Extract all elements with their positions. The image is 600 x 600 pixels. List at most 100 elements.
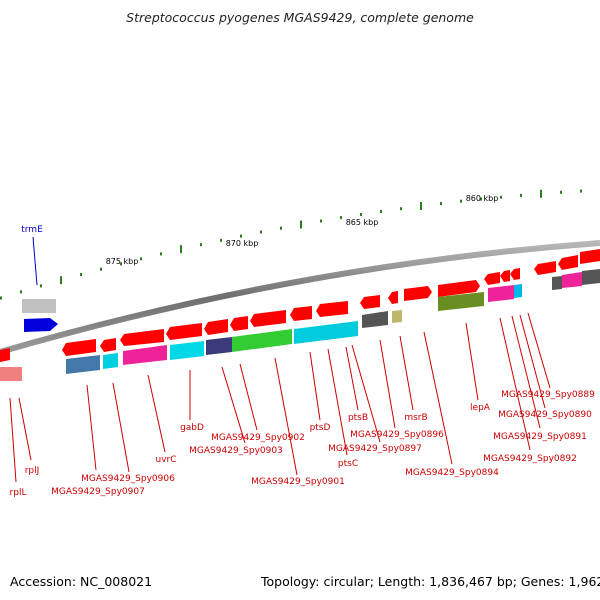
major-tick bbox=[420, 202, 422, 210]
feature-block bbox=[438, 292, 484, 311]
leader-line bbox=[9, 397, 17, 483]
kbp-label: 870 kbp bbox=[226, 239, 259, 248]
minor-tick bbox=[340, 216, 342, 220]
minor-tick bbox=[140, 257, 142, 261]
kbp-label: 875 kbp bbox=[106, 257, 139, 266]
leader-line bbox=[345, 346, 359, 411]
genome-summary-text: Topology: circular; Length: 1,836,467 bp… bbox=[261, 574, 600, 589]
minor-tick bbox=[580, 189, 582, 193]
gene-arrow bbox=[580, 249, 600, 264]
label-leaders bbox=[9, 236, 551, 483]
feature-block bbox=[66, 355, 100, 374]
major-tick bbox=[180, 245, 182, 254]
gene-label: ptsC bbox=[338, 459, 358, 469]
leader-line bbox=[519, 314, 546, 409]
leader-line bbox=[511, 315, 541, 429]
gene-label: gabD bbox=[180, 423, 204, 433]
gene-label: lepA bbox=[470, 403, 491, 413]
gene-arrow bbox=[250, 310, 286, 327]
genome-backbone bbox=[0, 240, 600, 355]
minor-tick bbox=[80, 273, 82, 277]
gene-arrow bbox=[484, 272, 500, 285]
gene-arrow bbox=[438, 280, 480, 297]
gene-arrow bbox=[230, 316, 248, 331]
leader-line bbox=[18, 397, 32, 461]
gene-arrow bbox=[388, 291, 398, 304]
leader-line bbox=[221, 366, 246, 444]
gene-arrow bbox=[62, 339, 96, 356]
feature-block bbox=[232, 329, 292, 352]
minor-tick bbox=[220, 238, 222, 242]
gene-label: MGAS9429_Spy0901 bbox=[251, 477, 345, 487]
minor-tick bbox=[240, 234, 242, 238]
major-tick bbox=[300, 220, 302, 229]
leader-line bbox=[327, 348, 348, 456]
kbp-label: 860 kbp bbox=[466, 194, 499, 203]
major-tick bbox=[60, 276, 62, 285]
leader-line bbox=[147, 374, 166, 453]
gene-arrow bbox=[500, 270, 510, 282]
gene-label: MGAS9429_Spy0906 bbox=[81, 474, 175, 484]
leader-line bbox=[239, 363, 258, 431]
gene-arrow bbox=[0, 348, 10, 362]
minor-tick bbox=[360, 213, 362, 216]
leader-line bbox=[499, 317, 531, 451]
minor-tick bbox=[120, 262, 122, 266]
gene-label: MGAS9429_Spy0902 bbox=[211, 433, 305, 443]
minor-tick bbox=[520, 193, 522, 197]
gene-arrow bbox=[404, 286, 432, 301]
gene-label: MGAS9429_Spy0891 bbox=[493, 432, 587, 442]
feature-block bbox=[0, 367, 22, 381]
gene-arrow bbox=[100, 338, 116, 352]
feature-block bbox=[552, 276, 562, 290]
gene-labels: trmE rplL rplJ MGAS9429_Spy0907 MGAS9429… bbox=[10, 225, 596, 498]
feature-block bbox=[123, 345, 167, 365]
gene-label: uvrC bbox=[155, 455, 176, 465]
leader-line bbox=[86, 384, 97, 471]
leader-line bbox=[379, 339, 396, 429]
gene-label: MGAS9429_Spy0897 bbox=[328, 444, 422, 454]
gene-arrow bbox=[24, 318, 58, 332]
minor-tick bbox=[100, 267, 102, 271]
kbp-labels: 860 kbp 865 kbp 870 kbp 875 kbp bbox=[106, 194, 499, 266]
gene-arrow bbox=[360, 295, 380, 309]
minor-tick bbox=[380, 210, 382, 213]
feature-block bbox=[488, 285, 514, 302]
accession-text: Accession: NC_008021 bbox=[10, 574, 153, 589]
gene-arrow bbox=[534, 261, 556, 275]
gene-label: MGAS9429_Spy0892 bbox=[483, 454, 577, 464]
minor-tick bbox=[400, 207, 402, 211]
leader-line bbox=[309, 351, 321, 421]
gene-arrow bbox=[166, 323, 202, 340]
gene-label: MGAS9429_Spy0890 bbox=[498, 410, 592, 420]
position-ticks bbox=[0, 189, 582, 300]
feature-block bbox=[514, 284, 522, 298]
minor-tick bbox=[560, 190, 562, 194]
gene-label: MGAS9429_Spy0889 bbox=[501, 390, 595, 400]
map-title: Streptococcus pyogenes MGAS9429, complet… bbox=[126, 10, 474, 25]
feature-block bbox=[103, 353, 118, 369]
minor-tick bbox=[460, 199, 462, 203]
forward-genes bbox=[0, 249, 600, 362]
gene-label: MGAS9429_Spy0907 bbox=[51, 487, 145, 497]
minor-tick bbox=[40, 284, 42, 288]
gene-arrow bbox=[120, 329, 164, 346]
leader-line bbox=[112, 382, 130, 473]
leader-line bbox=[465, 322, 479, 401]
feature-block bbox=[294, 321, 358, 344]
leader-line bbox=[351, 344, 381, 443]
gene-arrow bbox=[22, 299, 56, 313]
major-tick bbox=[540, 189, 542, 198]
feature-block bbox=[206, 337, 232, 355]
gene-label: MGAS9429_Spy0903 bbox=[189, 446, 283, 456]
gene-label: MGAS9429_Spy0896 bbox=[350, 430, 444, 440]
gene-arrow bbox=[204, 319, 228, 335]
minor-tick bbox=[160, 252, 162, 256]
gene-arrow bbox=[290, 306, 312, 321]
feature-block bbox=[562, 272, 582, 288]
minor-tick bbox=[200, 243, 202, 247]
kbp-label: 865 kbp bbox=[346, 218, 379, 227]
gene-label: msrB bbox=[404, 413, 427, 423]
trmE-leader bbox=[32, 236, 38, 286]
